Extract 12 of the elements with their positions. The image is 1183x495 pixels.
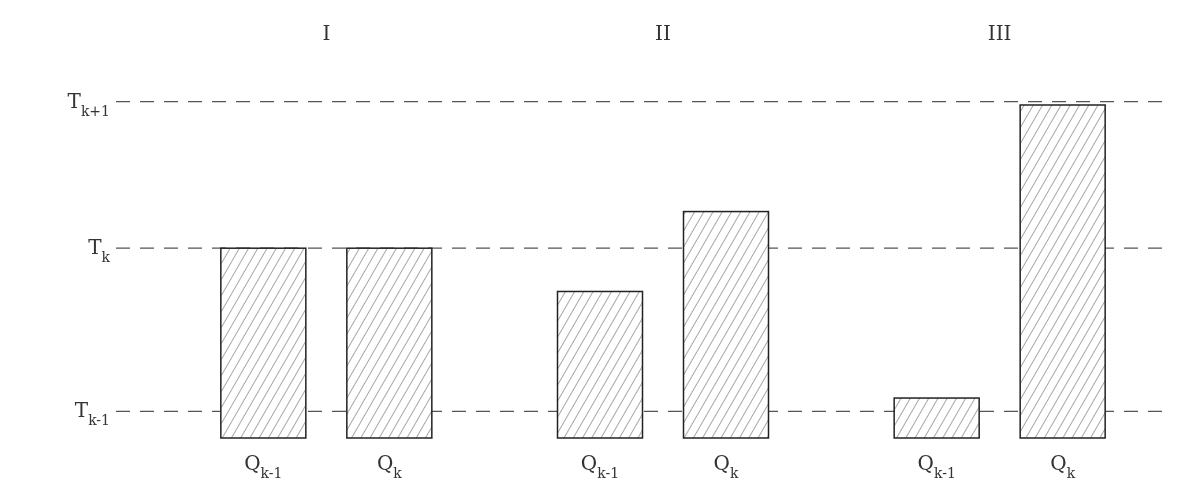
- text: III: [987, 21, 1012, 45]
- x-tick-label: Q$_{k-1}$: [580, 451, 620, 481]
- ref-line-label: T$_{k}$: [88, 235, 111, 266]
- text: II: [655, 21, 671, 45]
- x-tick-label: Q$_{k}$: [713, 451, 739, 481]
- ref-line-label: T$_{k-1}$: [74, 398, 110, 429]
- x-tick-label: Q$_{k}$: [1050, 451, 1076, 481]
- x-tick-label: Q$_{k-1}$: [917, 451, 956, 481]
- x-tick-label: Q$_{k}$: [376, 451, 403, 481]
- text: I: [322, 21, 331, 45]
- x-tick-label: Q$_{k-1}$: [244, 451, 283, 481]
- ref-line-label: T$_{k+1}$: [67, 88, 110, 119]
